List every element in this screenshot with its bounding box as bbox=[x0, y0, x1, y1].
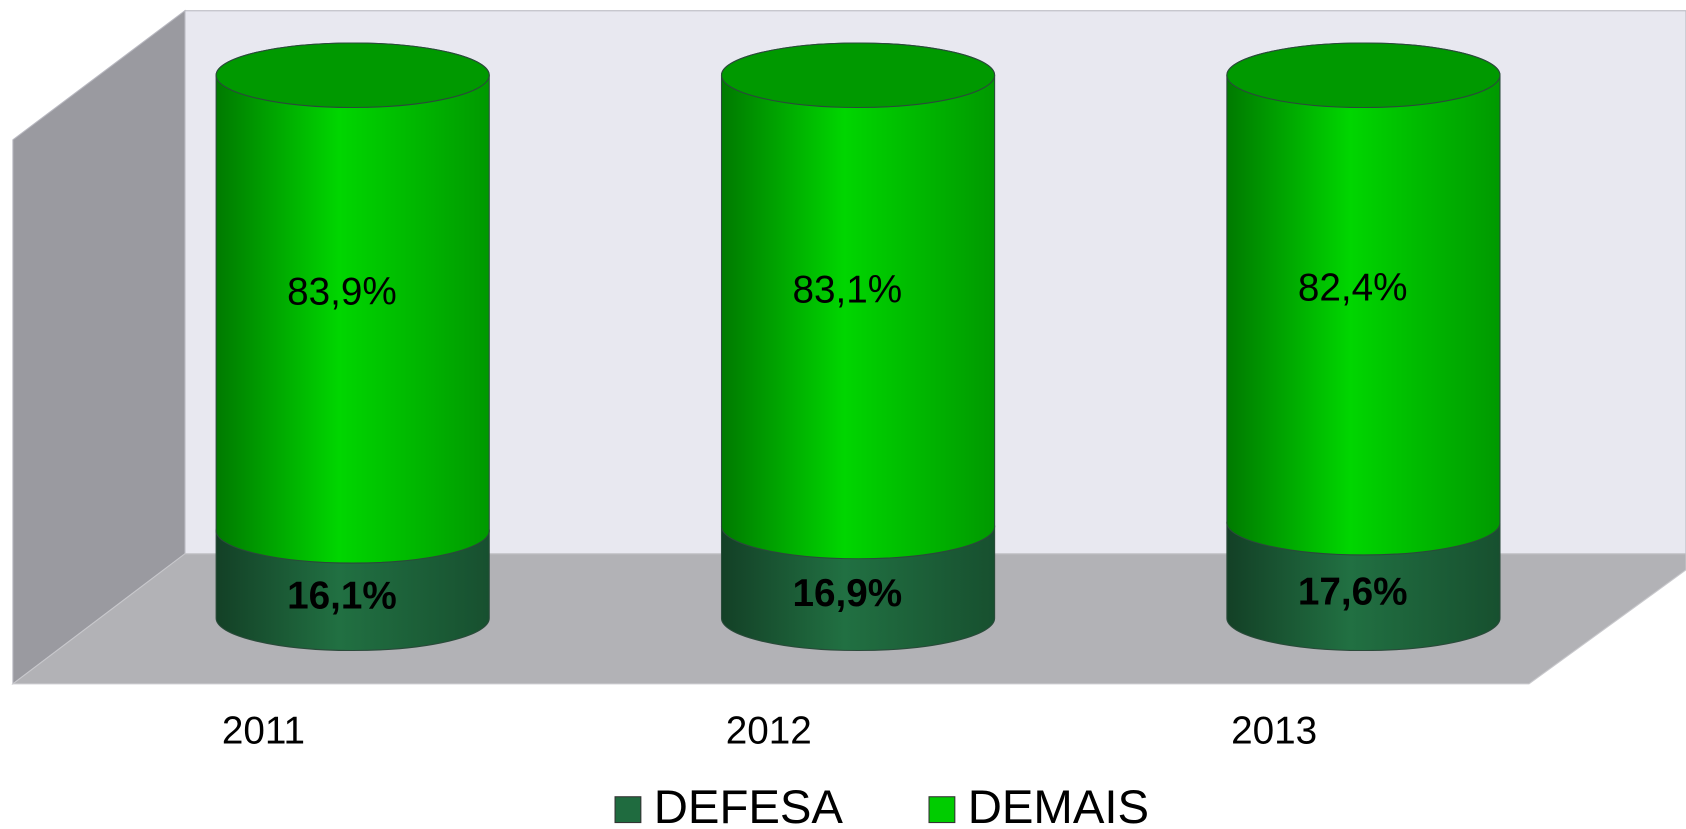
cylinder-top bbox=[720, 42, 996, 109]
cylinder-top bbox=[215, 42, 490, 109]
legend-swatch bbox=[928, 796, 956, 824]
value-label: 83,1% bbox=[792, 268, 902, 311]
value-label: 83,9% bbox=[287, 271, 397, 314]
x-tick-label: 2011 bbox=[222, 710, 305, 753]
value-label: 82,4% bbox=[1298, 267, 1408, 310]
legend-swatch bbox=[614, 796, 642, 824]
legend-label: DEFESA bbox=[654, 781, 844, 829]
value-label: 16,9% bbox=[792, 572, 902, 615]
cylinder-top bbox=[1226, 42, 1501, 109]
legend-label: DEMAIS bbox=[968, 781, 1149, 829]
value-label: 16,1% bbox=[287, 574, 397, 617]
x-tick-label: 2013 bbox=[1231, 710, 1317, 753]
x-tick-label: 2012 bbox=[726, 710, 812, 753]
value-label: 17,6% bbox=[1298, 570, 1408, 613]
